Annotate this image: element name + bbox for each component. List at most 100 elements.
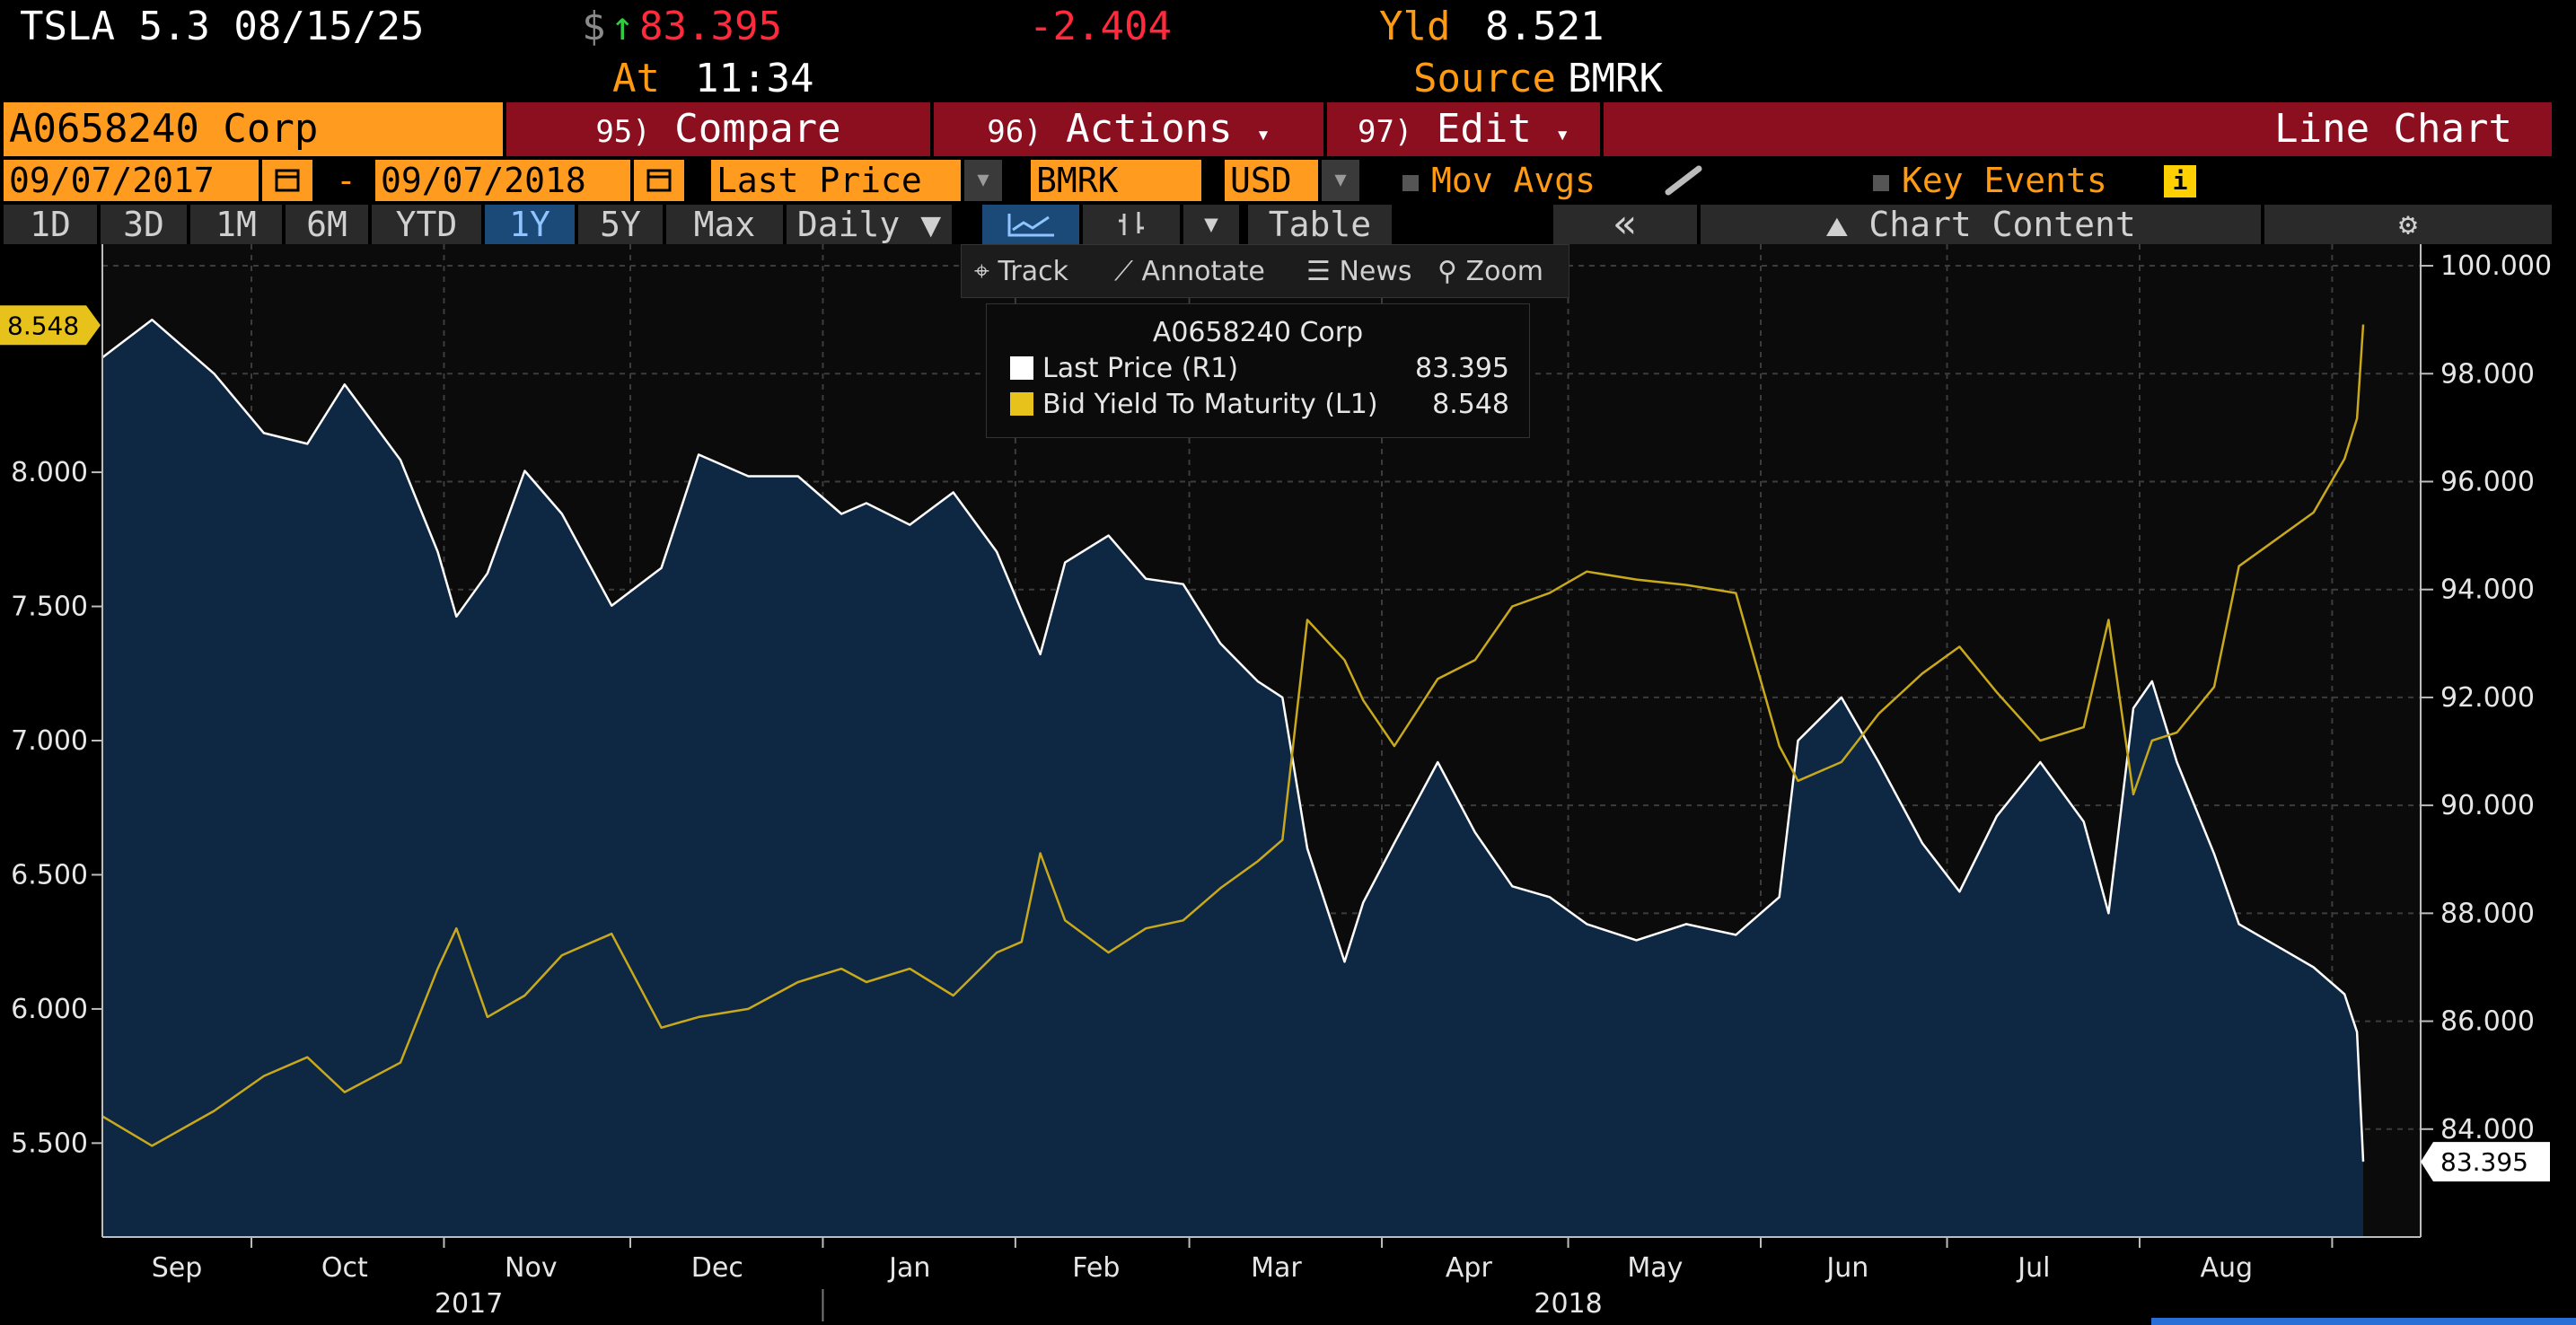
chart-style-dropdown-icon[interactable]: ▼ [1183, 205, 1239, 244]
track-label: Track [998, 256, 1068, 287]
field-dropdown-icon[interactable]: ▼ [964, 160, 1002, 201]
yield-point [1145, 927, 1147, 929]
price-point [2151, 680, 2153, 682]
period-6m[interactable]: 6M [286, 205, 368, 244]
price-point [2343, 994, 2345, 996]
x-tick-label: Mar [1251, 1252, 1302, 1284]
mov-avgs-toggle[interactable]: Mov Avgs [1402, 160, 1596, 201]
pencil-icon[interactable] [1657, 160, 1711, 201]
info-icon[interactable]: i [2164, 165, 2196, 197]
field-select[interactable]: Last Price [711, 160, 961, 201]
right-tick-label: 92.000 [2440, 682, 2535, 714]
line-chart-icon[interactable] [982, 205, 1079, 244]
price-point [2132, 707, 2134, 709]
yield-point [561, 954, 563, 956]
settings-gear-icon[interactable]: ⚙ [2264, 205, 2552, 244]
x-tick-label: Oct [321, 1252, 368, 1284]
period-1d[interactable]: 1D [4, 205, 97, 244]
end-calendar-icon[interactable] [634, 160, 684, 201]
price-point [1958, 891, 1960, 892]
price-point [747, 475, 749, 477]
yield-point [661, 1027, 663, 1029]
yield-point [151, 1145, 153, 1146]
price-area [102, 320, 2363, 1237]
bar-chart-icon[interactable] [1083, 205, 1180, 244]
yield-point [2343, 458, 2345, 460]
yield-point [1921, 672, 1923, 674]
chart-content-button[interactable]: ⛰ Chart Content [1701, 205, 2261, 244]
frequency-select[interactable]: Daily ▼ [787, 205, 952, 244]
actions-number: 96) [987, 114, 1042, 150]
yield-last-value-label: 8.548 [7, 311, 79, 340]
security-field[interactable]: A0658240 Corp [4, 102, 503, 156]
track-button[interactable]: ⌖ Track [974, 256, 1068, 287]
edit-menu[interactable]: 97) Edit ▾ [1327, 102, 1600, 156]
yield-point [1437, 678, 1438, 680]
legend-label-price: Last Price (R1) [1042, 353, 1239, 384]
legend-value-price: 83.395 [1415, 353, 1509, 384]
price-point [797, 475, 799, 477]
compare-button[interactable]: 95) Compare [506, 102, 930, 156]
price-point [263, 432, 265, 434]
date-range-dash: - [336, 161, 356, 200]
zoom-button[interactable]: ⚲ Zoom [1437, 256, 1543, 287]
compare-label: Compare [674, 106, 841, 152]
yield-point [797, 981, 799, 983]
price-point [2083, 820, 2085, 822]
period-5y[interactable]: 5Y [578, 205, 663, 244]
price-last-value-badge [2421, 1142, 2550, 1182]
yield-point [1362, 699, 1364, 701]
actions-menu[interactable]: 96) Actions ▾ [934, 102, 1323, 156]
key-events-toggle[interactable]: Key Events [1873, 160, 2107, 201]
chart-content-label: Chart Content [1868, 205, 2136, 244]
key-events-checkbox[interactable] [1873, 174, 1889, 191]
crosshair-icon: ⌖ [974, 256, 989, 287]
collapse-icon[interactable]: « [1553, 205, 1697, 244]
period-1m[interactable]: 1M [190, 205, 282, 244]
yield-point [747, 1008, 749, 1010]
status-strip [2151, 1318, 2576, 1325]
annotate-label: Annotate [1141, 256, 1265, 287]
yield-point [1549, 592, 1551, 594]
end-date-field[interactable]: 09/07/2018 [375, 160, 630, 201]
start-calendar-icon[interactable] [262, 160, 312, 201]
x-tick-label: Jun [1824, 1252, 1868, 1284]
news-button[interactable]: ☰ News [1306, 256, 1412, 287]
price-point [2176, 761, 2177, 763]
compare-number: 95) [595, 114, 651, 150]
period-1y[interactable]: 1Y [485, 205, 575, 244]
last-price: 83.395 [639, 4, 782, 49]
left-tick-label: 8.000 [11, 457, 88, 488]
right-tick-label: 98.000 [2440, 358, 2535, 390]
annotate-button[interactable]: ⟋ Annotate [1114, 256, 1265, 287]
price-point [437, 551, 439, 553]
price-point [996, 551, 998, 553]
period-3d[interactable]: 3D [101, 205, 187, 244]
table-button[interactable]: Table [1248, 205, 1392, 244]
period-ytd[interactable]: YTD [372, 205, 481, 244]
yield-point [400, 1062, 401, 1064]
currency-field[interactable]: USD [1225, 160, 1318, 201]
chart-type-selector[interactable]: Line Chart [1604, 102, 2552, 156]
actions-dropdown-icon: ▾ [1256, 121, 1270, 148]
price-point [2362, 1161, 2364, 1163]
currency-dropdown-icon[interactable]: ▼ [1322, 160, 1359, 201]
chart-content-icon: ⛰ [1825, 212, 1849, 243]
price-point [1281, 697, 1283, 698]
price-point [523, 469, 525, 471]
start-date-field[interactable]: 09/07/2017 [4, 160, 259, 201]
source-field[interactable]: BMRK [1031, 160, 1201, 201]
ticker-title: TSLA 5.3 08/15/25 [20, 4, 425, 49]
price-point [1219, 643, 1221, 645]
x-tick-label: Nov [505, 1252, 558, 1284]
price-point [1877, 761, 1879, 763]
price-point [2039, 761, 2041, 763]
price-point [1921, 842, 1923, 844]
price-point [1108, 535, 1110, 537]
price-point [2356, 1031, 2358, 1033]
yield-point [1474, 659, 1476, 661]
price-point [487, 573, 488, 575]
yield-point [1040, 853, 1042, 855]
mov-avgs-checkbox[interactable] [1402, 174, 1419, 191]
period-max[interactable]: Max [666, 205, 783, 244]
